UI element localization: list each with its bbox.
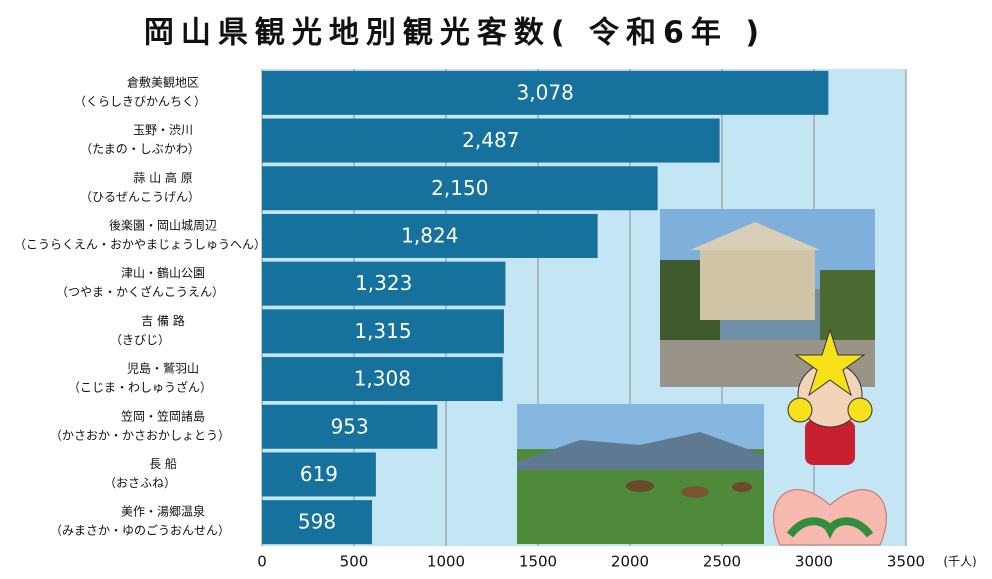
x-tick-label: 1000 — [427, 553, 465, 571]
y-tick-label: 蒜 山 高 原 — [133, 170, 192, 185]
y-tick-reading: （つやま・かくざんこうえん） — [56, 284, 224, 299]
x-tick-label: 3500 — [887, 553, 925, 571]
cow — [732, 482, 752, 492]
body — [805, 420, 855, 465]
y-tick-label: 倉敷美観地区 — [127, 74, 199, 89]
y-tick-reading: （こじま・わしゅうざん） — [68, 380, 212, 395]
facade — [700, 250, 815, 320]
y-tick-label: 笠岡・笠岡諸島 — [121, 408, 205, 423]
y-tick-reading: （おさふね） — [104, 476, 176, 490]
y-tick-reading: （かさおか・かさおかしょとう） — [50, 428, 230, 442]
leaf — [786, 517, 874, 539]
x-tick-label: 2500 — [703, 553, 741, 571]
x-tick-label: 2000 — [611, 553, 649, 571]
bar — [262, 500, 373, 545]
bar — [262, 404, 438, 449]
value-label: 953 — [331, 414, 369, 438]
bar — [262, 261, 506, 306]
y-tick-reading: （たまの・しぶかわ） — [80, 142, 200, 156]
mountain — [517, 432, 764, 470]
bar — [262, 118, 720, 163]
y-tick-label: 児島・鷲羽山 — [127, 361, 199, 376]
value-label: 619 — [300, 462, 338, 486]
mascot — [773, 328, 887, 546]
value-label: 1,824 — [401, 223, 458, 247]
chart-title: 岡山県観光地別観光客数( 令和6年 ) — [144, 16, 766, 51]
y-tick-label: 津山・鶴山公園 — [121, 265, 205, 280]
photo-pasture — [517, 404, 764, 544]
value-label: 2,487 — [462, 128, 519, 152]
value-label: 1,308 — [354, 367, 411, 391]
x-tick-label: 0 — [257, 553, 267, 571]
y-tick-label: 後楽園・岡山城周辺 — [109, 218, 217, 232]
unit-label: (千人) — [943, 555, 976, 569]
trees — [820, 270, 875, 340]
cow — [681, 486, 709, 498]
y-tick-reading: （ひるぜんこうげん） — [80, 190, 200, 204]
bar — [262, 357, 503, 402]
y-tick-label: 美作・湯郷温泉 — [121, 505, 205, 519]
y-tick-label: 玉野・渋川 — [133, 123, 193, 137]
x-tick-label: 1500 — [519, 553, 557, 571]
y-tick-reading: （こうらくえん・おかやまじょうしゅうへん） — [14, 237, 266, 251]
hand — [787, 397, 813, 423]
bar — [262, 309, 504, 354]
bar — [262, 166, 658, 211]
roof — [690, 222, 820, 250]
value-label: 598 — [298, 510, 336, 534]
bar — [262, 452, 376, 497]
x-tick-label: 500 — [340, 553, 369, 571]
peach — [773, 489, 887, 546]
cow — [626, 480, 654, 492]
x-tick-label: 3000 — [795, 553, 833, 571]
value-label: 2,150 — [431, 176, 488, 200]
y-tick-reading: （くらしきびかんちく） — [74, 94, 206, 108]
y-tick-label: 長 船 — [149, 457, 177, 471]
value-label: 3,078 — [517, 80, 574, 104]
photo-building — [660, 209, 875, 387]
value-label: 1,315 — [354, 319, 411, 343]
star — [794, 328, 866, 397]
value-label: 1,323 — [355, 271, 412, 295]
y-tick-reading: （きびじ） — [110, 333, 170, 347]
y-tick-reading: （みまさか・ゆのごうおんせん） — [50, 523, 230, 538]
y-tick-label: 吉 備 路 — [141, 313, 185, 328]
bar — [262, 70, 829, 115]
bar — [262, 213, 598, 258]
hand — [847, 397, 873, 423]
